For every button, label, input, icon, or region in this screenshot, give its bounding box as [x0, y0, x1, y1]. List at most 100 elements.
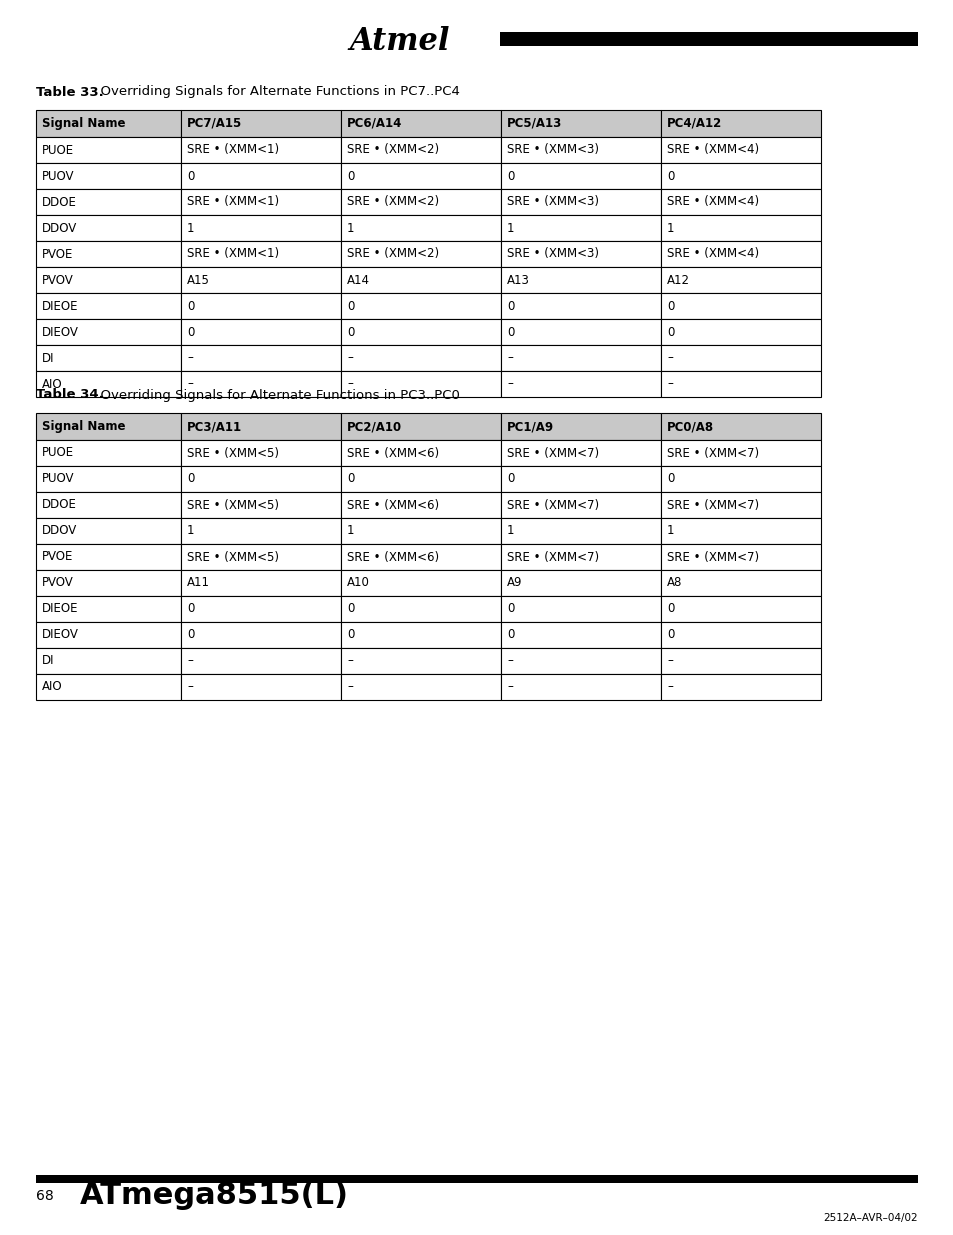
Text: –: – [347, 655, 353, 667]
Bar [340, 189, 500, 215]
Text: PVOV: PVOV [42, 577, 73, 589]
Bar [36, 163, 181, 189]
Text: DDOV: DDOV [42, 221, 77, 235]
Text: 0: 0 [347, 300, 354, 312]
Bar [181, 466, 340, 492]
Text: 0: 0 [347, 326, 354, 338]
Text: 1: 1 [347, 525, 355, 537]
Text: PC0/A8: PC0/A8 [666, 420, 714, 433]
Text: DIEOV: DIEOV [42, 629, 79, 641]
Text: 1: 1 [506, 221, 514, 235]
Text: 1: 1 [347, 221, 355, 235]
Bar [181, 241, 340, 267]
Text: SRE • (XMM<2): SRE • (XMM<2) [347, 247, 438, 261]
Bar [36, 543, 181, 571]
Text: A14: A14 [347, 273, 370, 287]
Bar [36, 466, 181, 492]
Bar [36, 412, 181, 440]
Bar [500, 241, 660, 267]
Bar [660, 440, 821, 466]
Bar [36, 597, 181, 622]
Bar [340, 241, 500, 267]
Text: PC2/A10: PC2/A10 [347, 420, 402, 433]
Text: PUOV: PUOV [42, 473, 74, 485]
Bar [500, 571, 660, 597]
Text: Overriding Signals for Alternate Functions in PC7..PC4: Overriding Signals for Alternate Functio… [91, 85, 459, 99]
Text: –: – [347, 378, 353, 390]
Text: DIEOE: DIEOE [42, 603, 78, 615]
Text: Signal Name: Signal Name [42, 420, 126, 433]
Bar [660, 517, 821, 543]
Bar [340, 648, 500, 674]
Text: 0: 0 [506, 603, 514, 615]
Text: 1: 1 [187, 221, 194, 235]
Bar [340, 597, 500, 622]
Bar [660, 189, 821, 215]
Bar [181, 412, 340, 440]
Text: 0: 0 [666, 629, 674, 641]
Text: Table 33.: Table 33. [36, 85, 104, 99]
Bar [181, 674, 340, 700]
Text: SRE • (XMM<1): SRE • (XMM<1) [187, 195, 279, 209]
Text: –: – [506, 352, 513, 364]
Text: 0: 0 [666, 326, 674, 338]
Bar [500, 215, 660, 241]
Text: 0: 0 [347, 603, 354, 615]
Bar [500, 492, 660, 517]
Text: 1: 1 [666, 221, 674, 235]
Bar [500, 267, 660, 293]
Text: 0: 0 [187, 603, 194, 615]
Text: –: – [506, 680, 513, 694]
Bar [500, 674, 660, 700]
Text: SRE • (XMM<2): SRE • (XMM<2) [347, 195, 438, 209]
Text: A10: A10 [347, 577, 370, 589]
Text: PVOV: PVOV [42, 273, 73, 287]
Text: 0: 0 [187, 300, 194, 312]
Bar [181, 319, 340, 345]
Text: SRE • (XMM<7): SRE • (XMM<7) [506, 551, 598, 563]
Text: DIEOV: DIEOV [42, 326, 79, 338]
Bar [181, 648, 340, 674]
Bar [36, 137, 181, 163]
Bar [36, 622, 181, 648]
Text: 1: 1 [666, 525, 674, 537]
Text: SRE • (XMM<7): SRE • (XMM<7) [666, 499, 759, 511]
Bar [500, 345, 660, 370]
Bar [340, 215, 500, 241]
Bar [660, 492, 821, 517]
Bar [660, 163, 821, 189]
Text: –: – [666, 680, 672, 694]
Bar [500, 517, 660, 543]
Bar [181, 622, 340, 648]
Text: –: – [506, 378, 513, 390]
Bar [660, 370, 821, 396]
Bar [181, 110, 340, 137]
Bar [181, 492, 340, 517]
Bar [340, 412, 500, 440]
Text: SRE • (XMM<7): SRE • (XMM<7) [506, 447, 598, 459]
Text: 0: 0 [666, 169, 674, 183]
Bar [340, 517, 500, 543]
Text: SRE • (XMM<5): SRE • (XMM<5) [187, 551, 278, 563]
Bar [340, 293, 500, 319]
Text: SRE • (XMM<3): SRE • (XMM<3) [506, 195, 598, 209]
Text: SRE • (XMM<6): SRE • (XMM<6) [347, 447, 438, 459]
Bar [36, 189, 181, 215]
Text: –: – [187, 352, 193, 364]
Text: 0: 0 [347, 169, 354, 183]
Text: PUOE: PUOE [42, 143, 74, 157]
Text: SRE • (XMM<5): SRE • (XMM<5) [187, 499, 278, 511]
Text: DDOE: DDOE [42, 195, 77, 209]
Bar [340, 110, 500, 137]
Text: PVOE: PVOE [42, 247, 73, 261]
Text: PC3/A11: PC3/A11 [187, 420, 242, 433]
Text: SRE • (XMM<7): SRE • (XMM<7) [666, 447, 759, 459]
Bar [36, 571, 181, 597]
Bar [340, 543, 500, 571]
Bar [660, 241, 821, 267]
Bar [181, 267, 340, 293]
Bar [500, 440, 660, 466]
Text: SRE • (XMM<1): SRE • (XMM<1) [187, 247, 279, 261]
Text: 0: 0 [506, 473, 514, 485]
Bar [660, 466, 821, 492]
